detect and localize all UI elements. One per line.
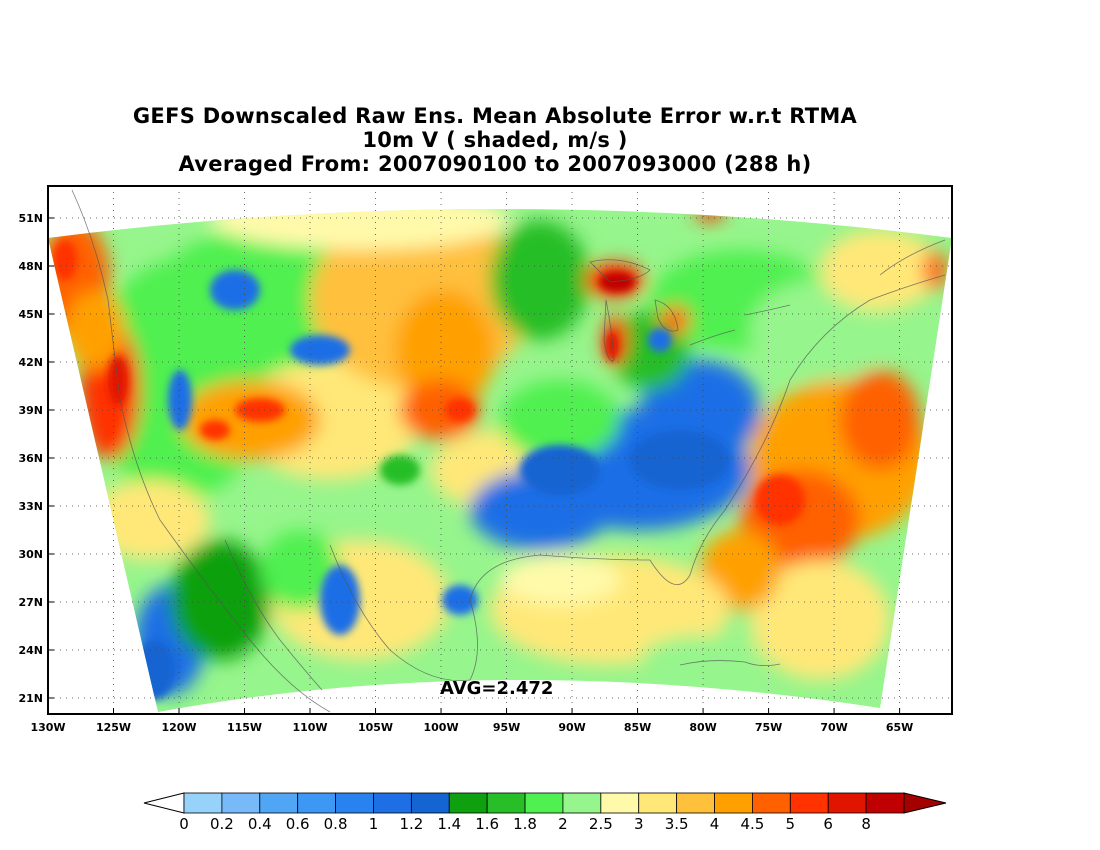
colorbar-label: 0.2 bbox=[210, 815, 234, 833]
lake-huron bbox=[654, 299, 679, 332]
colorbar-label: 3 bbox=[634, 815, 644, 833]
colorbar-label: 4 bbox=[710, 815, 720, 833]
colorbar-swatch bbox=[486, 792, 526, 814]
colorbar-label: 5 bbox=[786, 815, 796, 833]
lat-tick-label: 39N bbox=[18, 404, 43, 417]
lon-tick-label: 115W bbox=[227, 721, 262, 734]
lon-tick-label: 110W bbox=[292, 721, 327, 734]
lat-tick-label: 36N bbox=[18, 452, 43, 465]
colorbar-label: 1.4 bbox=[437, 815, 461, 833]
colorbar-swatch bbox=[221, 792, 261, 814]
colorbar-label: 0.4 bbox=[248, 815, 272, 833]
lat-tick-label: 30N bbox=[18, 548, 43, 561]
lake-erie bbox=[689, 329, 736, 346]
lat-lon-gridlines bbox=[48, 186, 952, 714]
map-panel bbox=[48, 186, 952, 714]
colorbar-label: 1 bbox=[369, 815, 379, 833]
lat-tick-label: 33N bbox=[18, 500, 43, 513]
lake-michigan bbox=[603, 299, 615, 362]
colorbar-under-arrow bbox=[143, 792, 185, 814]
colorbar-label: 0.8 bbox=[324, 815, 348, 833]
lon-tick-label: 85W bbox=[624, 721, 651, 734]
coastlines bbox=[71, 189, 946, 713]
colorbar-swatch bbox=[638, 792, 678, 814]
lon-tick-label: 65W bbox=[886, 721, 913, 734]
field-blobs bbox=[48, 209, 947, 695]
colorbar-label: 0 bbox=[179, 815, 189, 833]
lon-tick-label: 80W bbox=[689, 721, 716, 734]
lon-tick-label: 125W bbox=[96, 721, 131, 734]
lon-tick-label: 70W bbox=[820, 721, 847, 734]
colorbar-swatch bbox=[524, 792, 564, 814]
lake-superior bbox=[589, 259, 651, 283]
colorbar-swatch bbox=[865, 792, 905, 814]
colorbar-label: 2 bbox=[558, 815, 568, 833]
colorbar-swatch bbox=[373, 792, 412, 814]
colorbar-label: 4.5 bbox=[740, 815, 764, 833]
colorbar-swatch bbox=[789, 792, 829, 814]
cuba-coastline bbox=[679, 660, 781, 666]
colorbar-swatch bbox=[562, 792, 602, 814]
map-frame bbox=[47, 185, 953, 715]
lon-tick-label: 120W bbox=[161, 721, 196, 734]
colorbar-label: 0.6 bbox=[286, 815, 310, 833]
lon-tick-label: 130W bbox=[30, 721, 65, 734]
lat-tick-label: 42N bbox=[18, 356, 43, 369]
colorbar-swatch bbox=[448, 792, 488, 814]
longitude-ticks: 130W 125W 120W 115W 110W 105W 100W 95W 90W 85W 80W… bbox=[30, 708, 913, 734]
colorbar-swatch bbox=[410, 792, 450, 814]
lat-tick-label: 21N bbox=[18, 692, 43, 705]
plot-title: GEFS Downscaled Raw Ens. Mean Absolute E… bbox=[132, 104, 858, 128]
colorbar-swatch bbox=[752, 792, 791, 814]
pacific-coastline bbox=[71, 189, 331, 713]
colorbar-swatch bbox=[714, 792, 753, 814]
colorbar-swatch bbox=[297, 792, 336, 814]
colorbar-over-arrow bbox=[903, 792, 947, 814]
error-field-shading bbox=[48, 209, 952, 712]
colorbar-label: 3.5 bbox=[665, 815, 689, 833]
plot-subtitle-period: Averaged From: 2007090100 to 2007093000 … bbox=[178, 152, 812, 176]
lat-tick-label: 51N bbox=[18, 212, 43, 225]
lon-tick-label: 95W bbox=[493, 721, 520, 734]
colorbar-swatch bbox=[676, 792, 715, 814]
lat-tick-label: 27N bbox=[18, 596, 43, 609]
lon-tick-label: 90W bbox=[558, 721, 585, 734]
canada-maritime-coastline bbox=[879, 239, 946, 276]
baja-gulf-coastline bbox=[224, 539, 323, 691]
colorbar-swatch bbox=[183, 792, 223, 814]
colorbar: 0 0.2 0.4 0.6 0.8 1 1.2 1.4 1.6 1.8 2 2.5 3 3.5 4 4.5 5 6… bbox=[143, 792, 947, 833]
colorbar-label: 2.5 bbox=[589, 815, 613, 833]
colorbar-swatch bbox=[600, 792, 640, 814]
colorbar-swatch bbox=[827, 792, 867, 814]
gulf-atlantic-coastline bbox=[329, 274, 946, 681]
lat-tick-label: 24N bbox=[18, 644, 43, 657]
plot-subtitle-variable: 10m V ( shaded, m/s ) bbox=[362, 128, 628, 152]
latitude-ticks: 51N 48N 45N 42N 39N 36N 33N 30N 27N 24N 21N bbox=[18, 212, 54, 705]
colorbar-swatch bbox=[335, 792, 374, 814]
colorbar-label: 6 bbox=[823, 815, 833, 833]
colorbar-label: 1.2 bbox=[399, 815, 423, 833]
lon-tick-label: 75W bbox=[755, 721, 782, 734]
lat-tick-label: 48N bbox=[18, 260, 43, 273]
colorbar-swatch bbox=[259, 792, 299, 814]
colorbar-label: 8 bbox=[861, 815, 871, 833]
average-label: AVG=2.472 bbox=[440, 678, 553, 699]
lon-tick-label: 100W bbox=[423, 721, 458, 734]
lon-tick-label: 105W bbox=[358, 721, 393, 734]
colorbar-label: 1.8 bbox=[513, 815, 537, 833]
colorbar-label: 1.6 bbox=[475, 815, 499, 833]
lat-tick-label: 45N bbox=[18, 308, 43, 321]
lake-ontario bbox=[744, 304, 791, 316]
